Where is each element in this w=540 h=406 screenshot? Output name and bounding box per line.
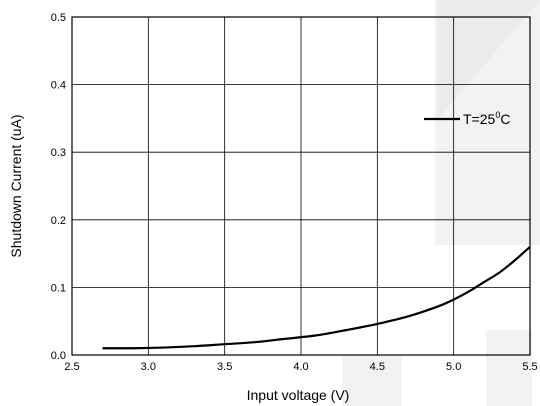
y-tick-label: 0.3	[51, 147, 66, 159]
plot-frame	[71, 16, 531, 356]
x-tick-label: 4.5	[370, 361, 385, 373]
legend-label: T=250C	[463, 110, 510, 127]
series-line-t25c	[102, 246, 531, 350]
y-tick-label: 0.0	[51, 350, 66, 362]
legend-label-unit: C	[500, 111, 510, 127]
y-tick-label: 0.1	[51, 282, 66, 294]
x-axis-label: Input voltage (V)	[247, 387, 350, 403]
x-tick-label: 5.5	[522, 361, 537, 373]
y-axis-label: Shutdown Current (uA)	[8, 114, 24, 257]
x-tick-label: 2.5	[64, 361, 79, 373]
y-tick-label: 0.4	[51, 80, 66, 92]
y-tick-label: 0.5	[51, 12, 66, 24]
legend-label-main: T=25	[463, 111, 496, 127]
x-tick-label: 5.0	[446, 361, 461, 373]
y-tick-labels: 0.0 0.1 0.2 0.3 0.4 0.5	[51, 12, 66, 362]
series-layer	[102, 246, 531, 350]
x-tick-label: 3.5	[217, 361, 232, 373]
legend-label-superscript: 0	[495, 110, 500, 120]
watermark	[342, 0, 540, 406]
plot-area-border	[71, 16, 531, 356]
legend: T=250C	[424, 110, 510, 127]
x-tick-label: 3.0	[141, 361, 156, 373]
x-tick-label: 4.0	[293, 361, 308, 373]
x-tick-labels: 2.5 3.0 3.5 4.0 4.5 5.0 5.5	[64, 361, 537, 373]
y-tick-label: 0.2	[51, 215, 66, 227]
